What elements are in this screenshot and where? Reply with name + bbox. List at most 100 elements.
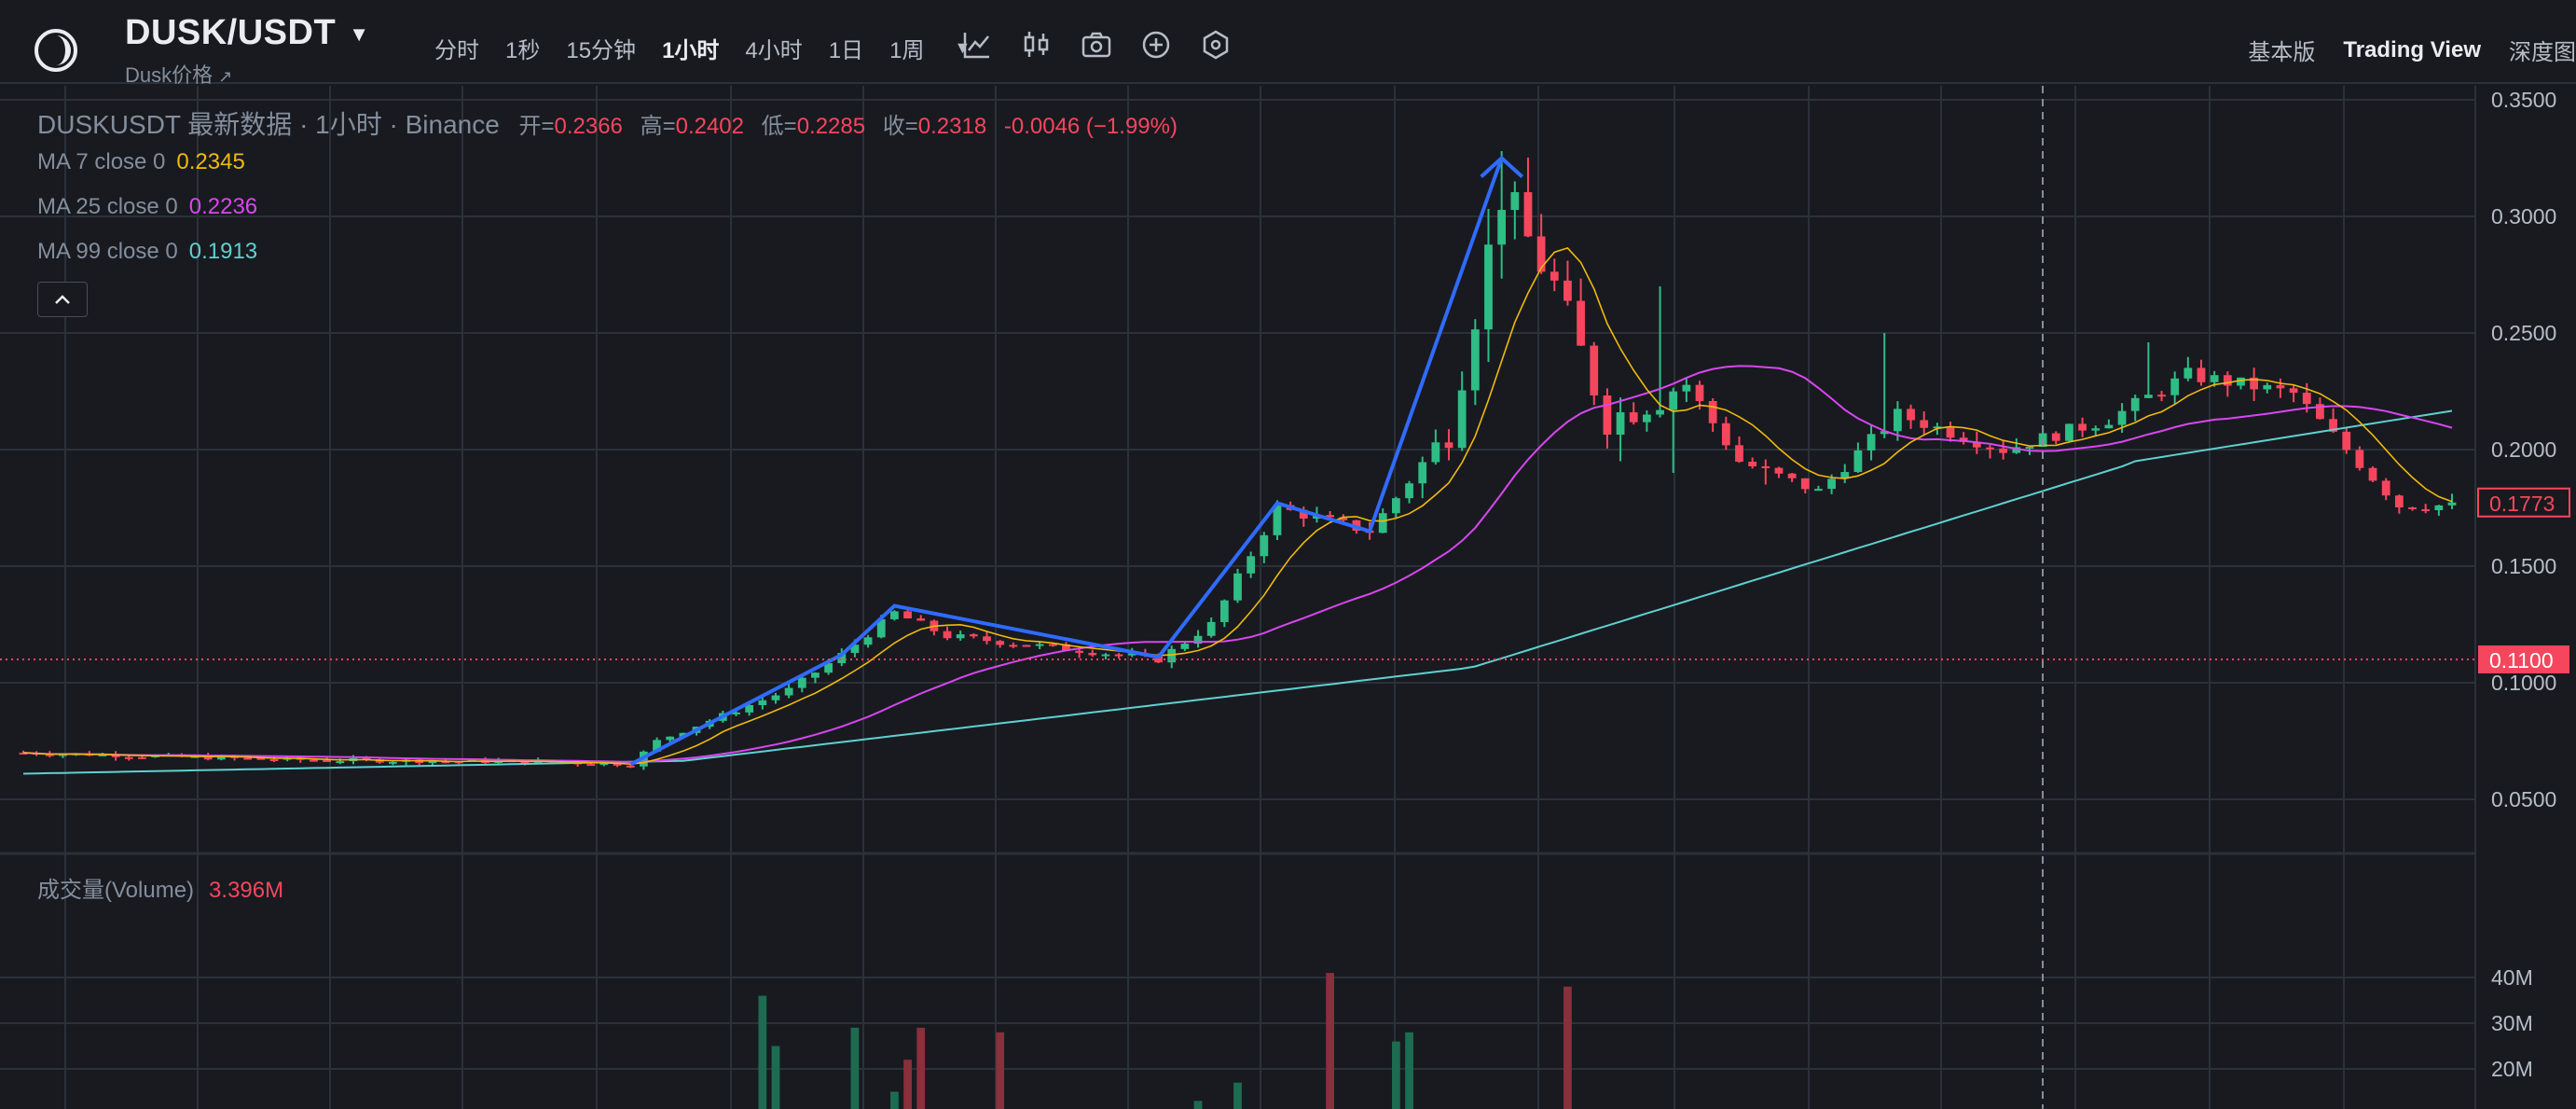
plus-circle-icon[interactable] [1139, 28, 1173, 62]
price-tick-label: 0.0500 [2491, 787, 2556, 811]
candle [890, 610, 899, 621]
interval-1w[interactable]: 1周 [889, 38, 925, 63]
candle [1774, 466, 1784, 478]
candle-body [1273, 505, 1282, 535]
candle-body [323, 759, 332, 762]
candle-body [1418, 462, 1427, 484]
candle-body [1470, 329, 1480, 391]
candle-body [1774, 467, 1784, 474]
candle-body [2250, 377, 2259, 390]
candle-body [2289, 388, 2298, 394]
candle [943, 626, 952, 641]
caret-down-icon: ▼ [349, 21, 370, 46]
candle [1748, 457, 1757, 469]
price-tick-label: 0.3500 [2491, 88, 2556, 112]
candle-body [1748, 462, 1757, 466]
candle-body [2051, 433, 2060, 441]
view-tradingview[interactable]: Trading View [2343, 36, 2481, 62]
high-value: 0.2402 [675, 114, 744, 139]
candle-body [1642, 414, 1651, 423]
candle [1233, 568, 1242, 603]
candle [1009, 642, 1018, 648]
symbol-selector[interactable]: DUSK/USDT ▼ [125, 13, 369, 53]
more-intervals-icon[interactable]: ▼ [954, 38, 971, 57]
candle-body [1708, 400, 1717, 423]
candle [1787, 473, 1797, 482]
candle [837, 648, 847, 667]
candle-body [653, 740, 661, 752]
candle-body [1022, 645, 1031, 647]
candle-body [1695, 384, 1704, 401]
candle-body [1907, 409, 1915, 421]
candle-body [1735, 445, 1743, 463]
candle-body [586, 764, 596, 767]
interval-1d[interactable]: 1日 [828, 38, 864, 63]
candle [1986, 444, 1994, 459]
candle-body [1999, 448, 2008, 453]
candle-body [758, 700, 767, 706]
candle-body [1326, 515, 1334, 518]
candle-body [1180, 644, 1190, 649]
volume-bar [916, 1027, 926, 1109]
interval-1h[interactable]: 1小时 [662, 38, 720, 63]
candle [2197, 359, 2206, 386]
candle [1247, 551, 1256, 578]
candle-body [1009, 645, 1018, 647]
candle-body [256, 757, 266, 760]
chart-tools [960, 28, 1259, 62]
candle-body [2025, 447, 2034, 450]
interval-4h[interactable]: 4小时 [745, 38, 803, 63]
candle [2012, 437, 2021, 454]
indicator-icon[interactable] [960, 28, 994, 62]
candle [1577, 278, 1585, 347]
candle-body [1299, 509, 1308, 519]
price-axis: 0.3500 0.3000 0.2500 0.2000 0.1500 0.1000 0.05… [2491, 88, 2556, 1081]
view-depth[interactable]: 深度图 [2509, 40, 2576, 65]
candle [2316, 397, 2324, 420]
interval-tick[interactable]: 分时 [434, 38, 479, 63]
candle [1022, 645, 1031, 647]
settings-hex-icon[interactable] [1199, 28, 1233, 62]
candle-body [1577, 300, 1585, 346]
candle [956, 631, 965, 641]
interval-15m[interactable]: 15分钟 [566, 38, 637, 63]
candle [1590, 341, 1599, 406]
chevron-up-icon [55, 295, 70, 304]
candle-body [216, 756, 226, 760]
candle [2065, 423, 2073, 441]
candle-body [1048, 644, 1057, 646]
candle [1048, 643, 1057, 647]
candle [2342, 426, 2351, 454]
candle-body [956, 634, 965, 639]
candle-body [1656, 409, 1664, 415]
ma25-label: MA 25 close 0 [37, 194, 178, 219]
candle [1431, 429, 1440, 465]
price-chart[interactable]: 0.3500 0.3000 0.2500 0.2000 0.1500 0.1000 0.05… [0, 86, 2576, 1109]
candle [1206, 617, 1216, 638]
candle-body [1233, 573, 1242, 601]
view-basic[interactable]: 基本版 [2248, 40, 2316, 65]
candles [19, 151, 2457, 770]
candle-body [2421, 508, 2431, 511]
ma7-legend: MA 7 close 0 0.2345 [37, 149, 245, 175]
candle-body [2170, 378, 2180, 395]
candle [1088, 649, 1097, 658]
collapse-legend-button[interactable] [37, 282, 88, 317]
candle [1101, 653, 1110, 660]
candle [2263, 382, 2272, 394]
candle-type-icon[interactable] [1020, 28, 1054, 62]
price-link[interactable]: Dusk价格 ↗ [125, 63, 233, 87]
current-price-label: 0.1773 [2489, 492, 2555, 516]
candle-body [784, 687, 793, 696]
symbol-line: DUSKUSDT 最新数据 · 1小时 · Binance [37, 110, 500, 139]
candle-body [1088, 652, 1097, 656]
volume-bars [758, 973, 1572, 1109]
alert-price-label: 0.1100 [2489, 648, 2554, 672]
candle-body [2157, 395, 2166, 397]
price-tick-label: 0.3000 [2491, 204, 2556, 229]
volume-bar [850, 1027, 860, 1109]
candle-body [428, 761, 437, 764]
interval-1s[interactable]: 1秒 [505, 38, 541, 63]
candle [1920, 411, 1929, 435]
camera-icon[interactable] [1080, 28, 1113, 62]
